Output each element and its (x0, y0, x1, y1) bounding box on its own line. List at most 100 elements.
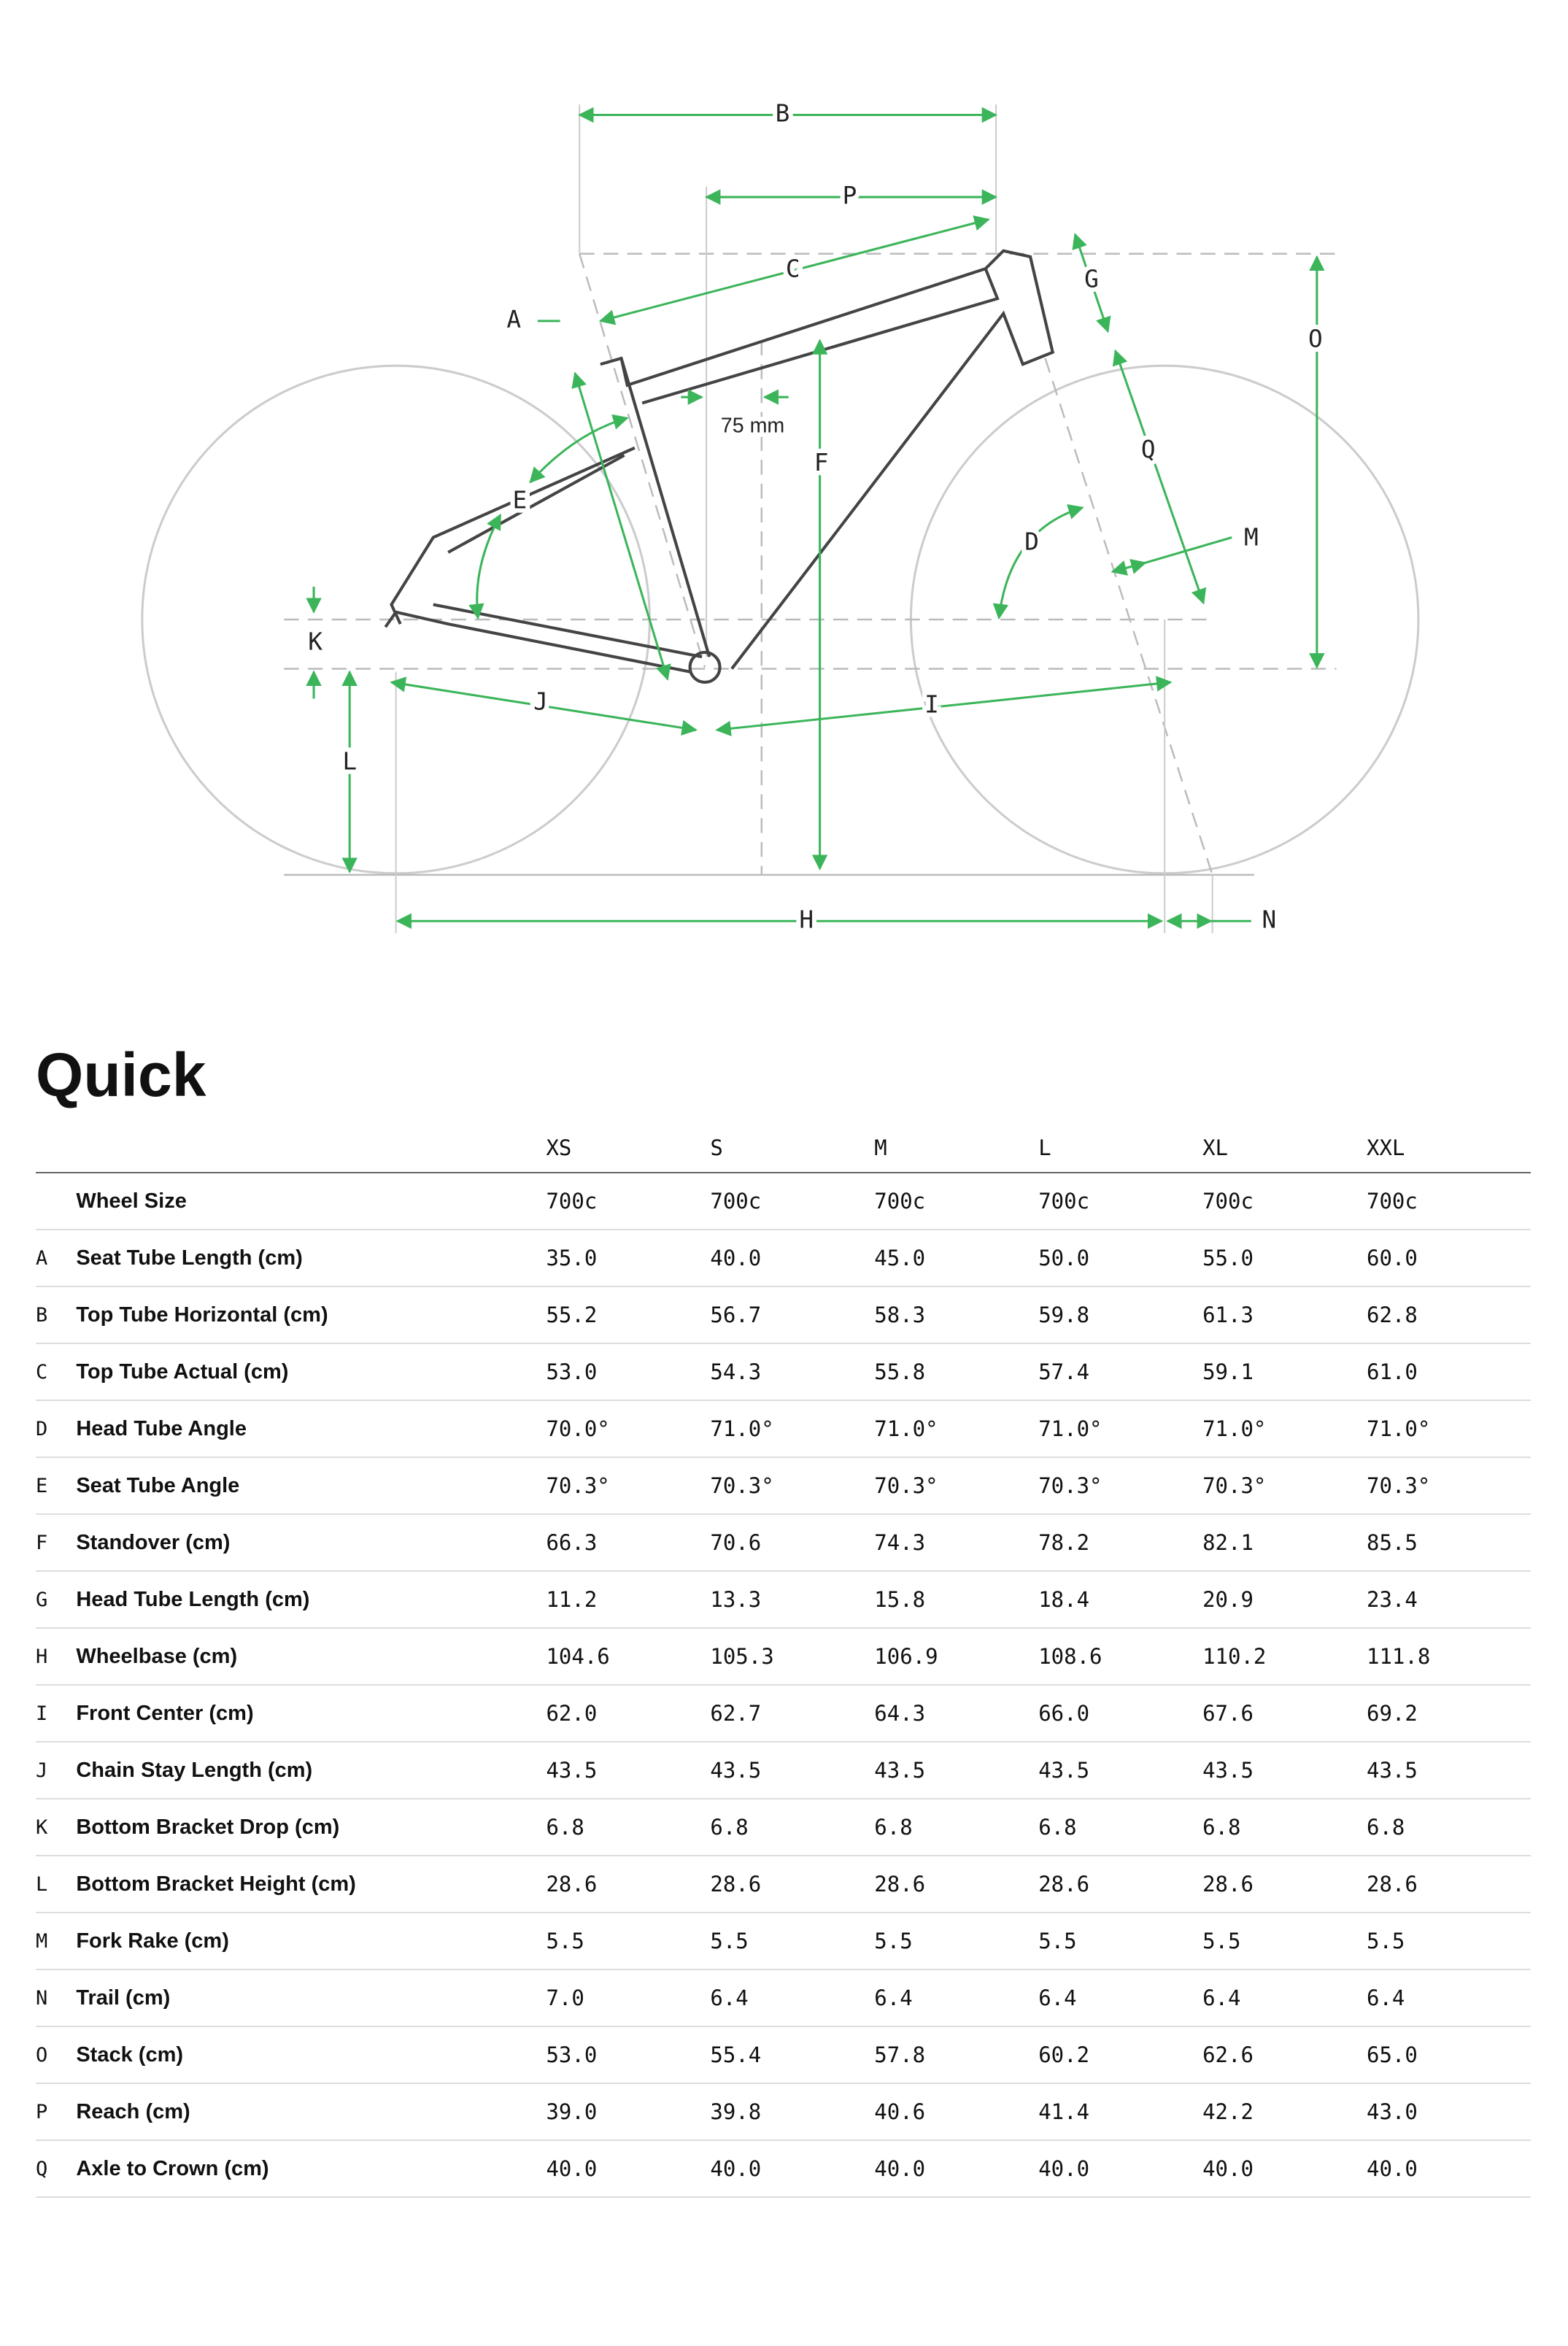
cell-value: 62.7 (710, 1685, 875, 1743)
row-letter: J (36, 1742, 77, 1799)
dimension-label: M (1244, 524, 1259, 552)
cell-value: 7.0 (546, 1969, 711, 2027)
row-letter: M (36, 1913, 77, 1970)
cell-value: 53.0 (546, 2026, 711, 2084)
cell-value: 28.6 (1038, 1856, 1203, 1913)
cell-value: 39.0 (546, 2083, 711, 2141)
spec-row: E Seat Tube Angle 70.3° 70.3° 70.3° 70.3° 70.3… (36, 1457, 1531, 1515)
row-name: Head Tube Length (cm) (76, 1571, 547, 1629)
dimension-label: Q (1141, 436, 1156, 463)
spec-row: F Standover (cm) 66.3 70.6 74.3 78.2 82.1 85.5 (36, 1514, 1531, 1572)
row-name: Stack (cm) (76, 2026, 547, 2084)
cell-value: 6.8 (874, 1799, 1039, 1856)
size-header: XXL (1367, 1124, 1531, 1173)
spec-row: Wheel Size 700c 700c 700c 700c 700c 700c (36, 1173, 1531, 1230)
cell-value: 54.3 (710, 1343, 875, 1401)
cell-value: 40.0 (546, 2140, 711, 2198)
cell-value: 60.0 (1367, 1230, 1531, 1287)
row-name: Bottom Bracket Drop (cm) (76, 1799, 547, 1856)
cell-value: 700c (546, 1173, 711, 1230)
dimension-label: O (1308, 325, 1323, 352)
spec-row: C Top Tube Actual (cm) 53.0 54.3 55.8 57.4 59.… (36, 1343, 1531, 1401)
cell-value: 55.2 (546, 1286, 711, 1344)
cell-value: 55.8 (874, 1343, 1039, 1401)
cell-value: 28.6 (1367, 1856, 1531, 1913)
row-name: Top Tube Horizontal (cm) (76, 1286, 547, 1344)
cell-value: 40.0 (1202, 2140, 1367, 2198)
spec-row: A Seat Tube Length (cm) 35.0 40.0 45.0 50.0 55… (36, 1230, 1531, 1287)
cell-value: 5.5 (874, 1913, 1039, 1970)
cell-value: 700c (1038, 1173, 1203, 1230)
cell-value: 67.6 (1202, 1685, 1367, 1743)
spec-row: M Fork Rake (cm) 5.5 5.5 5.5 5.5 5.5 5.5 (36, 1913, 1531, 1970)
spec-row: K Bottom Bracket Drop (cm) 6.8 6.8 6.8 6.8 6.8… (36, 1799, 1531, 1856)
geometry-table: XS S M L XL XXL Wheel Size 700c 700c 700c 700c 700… (36, 1124, 1531, 2198)
row-name: Top Tube Actual (cm) (76, 1343, 547, 1401)
cell-value: 6.8 (1202, 1799, 1367, 1856)
cell-value: 71.0° (710, 1400, 875, 1458)
cell-value: 700c (710, 1173, 875, 1230)
row-name: Front Center (cm) (76, 1685, 547, 1743)
cell-value: 50.0 (1038, 1230, 1203, 1287)
cell-value: 6.4 (1202, 1969, 1367, 2027)
spec-row: J Chain Stay Length (cm) 43.5 43.5 43.5 43.5 4… (36, 1742, 1531, 1799)
cell-value: 6.8 (546, 1799, 711, 1856)
cell-value: 6.4 (1038, 1969, 1203, 2027)
cell-value: 57.4 (1038, 1343, 1203, 1401)
blank (76, 1124, 547, 1173)
cell-value: 35.0 (546, 1230, 711, 1287)
dimension-label: B (776, 100, 790, 128)
cell-value: 40.0 (710, 1230, 875, 1287)
cell-value: 6.8 (1367, 1799, 1531, 1856)
cell-value: 6.4 (874, 1969, 1039, 2027)
cell-value: 6.4 (710, 1969, 875, 2027)
cell-value: 43.5 (1367, 1742, 1531, 1799)
dimension-label: A (506, 306, 521, 333)
cell-value: 111.8 (1367, 1628, 1531, 1686)
cell-value: 5.5 (546, 1913, 711, 1970)
row-letter: C (36, 1343, 77, 1401)
cell-value: 13.3 (710, 1571, 875, 1629)
cell-value: 20.9 (1202, 1571, 1367, 1629)
cell-value: 70.3° (546, 1457, 711, 1515)
cell-value: 28.6 (1202, 1856, 1367, 1913)
cell-value: 55.0 (1202, 1230, 1367, 1287)
cell-value: 700c (874, 1173, 1039, 1230)
cell-value: 18.4 (1038, 1571, 1203, 1629)
cell-value: 62.0 (546, 1685, 711, 1743)
cell-value: 108.6 (1038, 1628, 1203, 1686)
cell-value: 28.6 (546, 1856, 711, 1913)
row-name: Reach (cm) (76, 2083, 547, 2141)
cell-value: 104.6 (546, 1628, 711, 1686)
cell-value: 43.0 (1367, 2083, 1531, 2141)
cell-value: 110.2 (1202, 1628, 1367, 1686)
cell-value: 700c (1202, 1173, 1367, 1230)
cell-value: 5.5 (1367, 1913, 1531, 1970)
cell-value: 61.0 (1367, 1343, 1531, 1401)
row-name: Head Tube Angle (76, 1400, 547, 1458)
header-row: XS S M L XL XXL (36, 1124, 1531, 1173)
cell-value: 45.0 (874, 1230, 1039, 1287)
row-letter: P (36, 2083, 77, 2141)
cell-value: 53.0 (546, 1343, 711, 1401)
cell-value: 59.8 (1038, 1286, 1203, 1344)
spec-row: H Wheelbase (cm) 104.6 105.3 106.9 108.6 110.2… (36, 1628, 1531, 1686)
cell-value: 85.5 (1367, 1514, 1531, 1572)
row-name: Chain Stay Length (cm) (76, 1742, 547, 1799)
spec-row: L Bottom Bracket Height (cm) 28.6 28.6 28.6 2… (36, 1856, 1531, 1913)
row-letter: E (36, 1457, 77, 1515)
cell-value: 40.0 (710, 2140, 875, 2198)
spec-row: Q Axle to Crown (cm) 40.0 40.0 40.0 40.0 40.0 4… (36, 2140, 1531, 2198)
page-title: Quick (36, 1041, 206, 1109)
offset-label: 75 mm (721, 414, 784, 438)
cell-value: 55.4 (710, 2026, 875, 2084)
spec-row: I Front Center (cm) 62.0 62.7 64.3 66.0 67.6 69… (36, 1685, 1531, 1743)
cell-value: 43.5 (710, 1742, 875, 1799)
spec-row: D Head Tube Angle 70.0° 71.0° 71.0° 71.0° 71.0… (36, 1400, 1531, 1458)
dimension-label: I (924, 691, 939, 719)
cell-value: 700c (1367, 1173, 1531, 1230)
cell-value: 70.3° (1038, 1457, 1203, 1515)
size-header: XL (1202, 1124, 1367, 1173)
cell-value: 43.5 (1038, 1742, 1203, 1799)
cell-value: 78.2 (1038, 1514, 1203, 1572)
